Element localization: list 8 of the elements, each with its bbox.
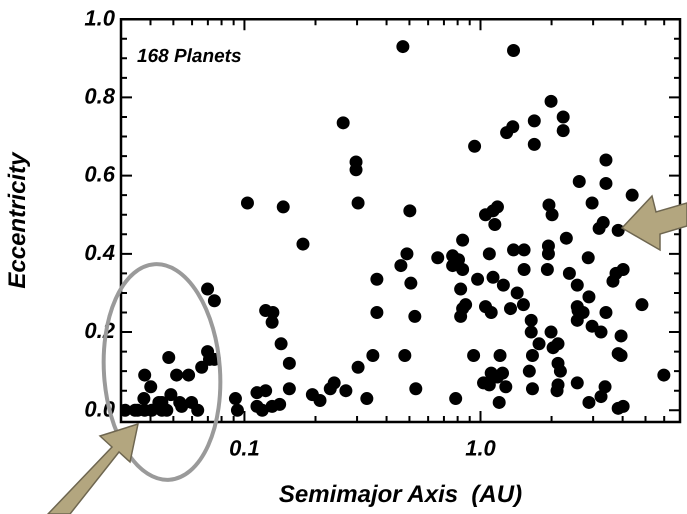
y-tick-label: 0.4: [84, 240, 115, 265]
annotation: 168 Planets: [137, 46, 242, 67]
x-tick-label: 0.1: [229, 435, 260, 460]
y-tick-label: 0.8: [84, 83, 116, 108]
x-axis-title: Semimajor Axis (AU): [278, 481, 522, 508]
y-axis-title: Eccentricity: [4, 150, 32, 289]
y-tick-label: 0.6: [84, 162, 116, 187]
y-tick-label: 1.0: [84, 5, 116, 30]
